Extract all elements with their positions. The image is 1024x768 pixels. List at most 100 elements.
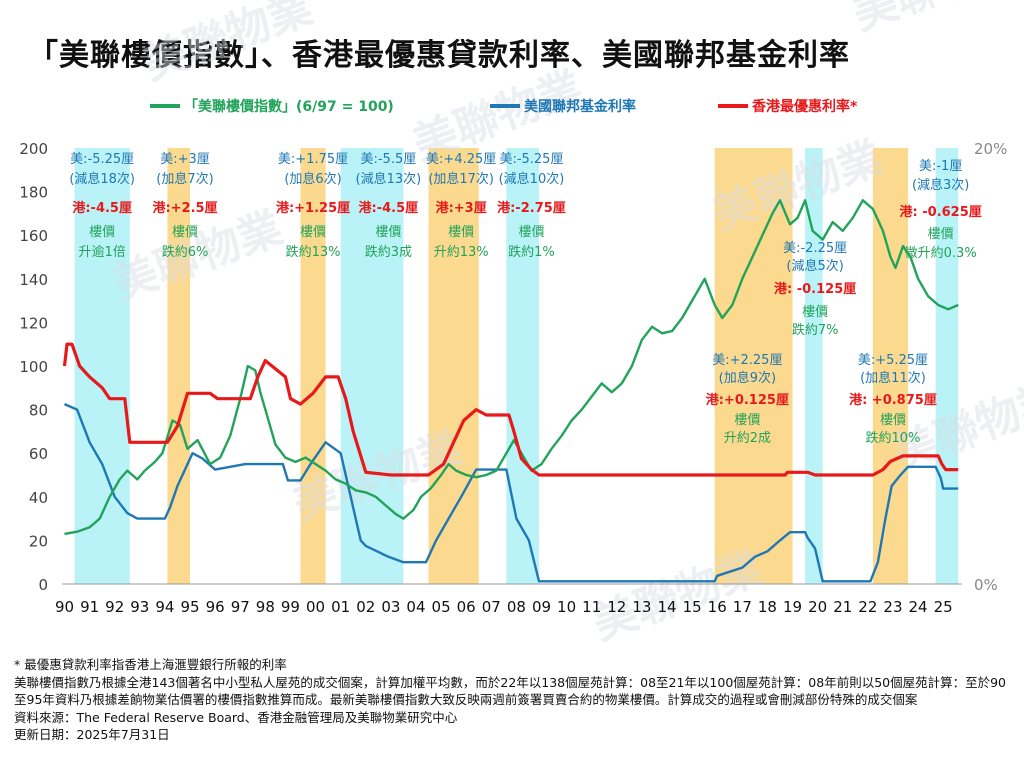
annotation-text: 跌約6% bbox=[162, 244, 209, 260]
series-lines bbox=[62, 199, 959, 583]
annotations: 美:-5.25厘(減息18次)港:-4.5厘樓價升逾1倍美:+3厘(加息7次)港… bbox=[69, 152, 981, 446]
annotation-text: 美:+4.25厘 bbox=[426, 152, 496, 167]
annotation-text: 美:+2.25厘 bbox=[712, 353, 782, 368]
annotation-text: 跌約10% bbox=[866, 430, 921, 446]
annotation-text: 跌約13% bbox=[286, 244, 341, 260]
x-tick-label: 15 bbox=[683, 598, 702, 616]
annotation-text: 升約2成 bbox=[724, 431, 771, 446]
series-line-hk-prime-rate bbox=[62, 342, 959, 477]
footnote-update-date: 更新日期：2025年7月31日 bbox=[14, 727, 170, 742]
page-title: 「美聯樓價指數」、香港最優惠貸款利率、美國聯邦基金利率 bbox=[28, 38, 850, 73]
annotation-text: 跌約7% bbox=[792, 322, 839, 338]
x-tick-label: 24 bbox=[909, 598, 928, 616]
annotation-text: 港:+0.125厘 bbox=[706, 392, 789, 408]
annotation-text: (減息3次) bbox=[912, 177, 969, 193]
rate-hike-band bbox=[714, 148, 793, 584]
annotation-text: 美:+1.75厘 bbox=[278, 152, 348, 167]
annotation-text: (加息9次) bbox=[719, 370, 776, 386]
x-tick-label: 00 bbox=[306, 598, 325, 616]
chart: 美聯物業美聯物業美聯物業美聯物業美聯物業美聯物業美聯物業美聯物業 0204060… bbox=[19, 0, 1024, 650]
legend-property-index: 「美聯樓價指數」(6/97 = 100) bbox=[184, 98, 394, 115]
y-tick-label: 160 bbox=[19, 227, 48, 245]
x-tick-label: 09 bbox=[532, 598, 551, 616]
footnote-source: 資料來源：The Federal Reserve Board、香港金融管理局及美… bbox=[14, 709, 458, 725]
x-tick-label: 94 bbox=[155, 598, 174, 616]
y-tick-label: 60 bbox=[29, 445, 48, 463]
x-tick-label: 97 bbox=[231, 598, 250, 616]
annotation-text: 美:-5.25厘 bbox=[70, 152, 134, 167]
annotation-text: (加息17次) bbox=[428, 171, 494, 187]
x-tick-label: 22 bbox=[858, 598, 877, 616]
annotation-text: 微升約0.3% bbox=[905, 246, 977, 261]
x-tick-label: 01 bbox=[331, 598, 350, 616]
watermark-text: 美聯物業 bbox=[136, 0, 319, 90]
x-tick-label: 10 bbox=[557, 598, 576, 616]
y-tick-label: 100 bbox=[19, 358, 48, 376]
y-tick-label: 180 bbox=[19, 184, 48, 202]
annotation-text: 港: -0.625厘 bbox=[900, 204, 982, 220]
x-tick-label: 25 bbox=[934, 598, 953, 616]
x-tick-label: 06 bbox=[457, 598, 476, 616]
annotation-text: 跌約1% bbox=[508, 244, 555, 260]
annotation-text: 樓價 bbox=[448, 225, 474, 240]
x-tick-label: 93 bbox=[130, 598, 149, 616]
footnote-index-method: 美聯樓價指數乃根據全港143個著名中小型私人屋苑的成交個案，計算加權平均數，而於… bbox=[14, 674, 1007, 708]
annotation-text: 美:-1厘 bbox=[919, 159, 962, 174]
x-tick-label: 91 bbox=[80, 598, 99, 616]
annotation-text: 樓價 bbox=[172, 225, 198, 240]
annotation-text: 樓價 bbox=[802, 305, 828, 320]
x-tick-label: 20 bbox=[808, 598, 827, 616]
x-tick-label: 19 bbox=[783, 598, 802, 616]
x-tick-label: 23 bbox=[883, 598, 902, 616]
annotation-text: 港: +0.875厘 bbox=[849, 392, 937, 408]
annotation-text: 升約13% bbox=[434, 245, 489, 260]
annotation-text: 港:+3厘 bbox=[436, 200, 487, 216]
annotation-text: 樓價 bbox=[89, 225, 115, 240]
annotation-text: 港:+2.5厘 bbox=[152, 200, 217, 216]
x-tick-label: 03 bbox=[381, 598, 400, 616]
x-tick-label: 98 bbox=[256, 598, 275, 616]
annotation-text: 美:+3厘 bbox=[160, 152, 210, 167]
annotation-text: 樓價 bbox=[300, 225, 326, 240]
x-tick-label: 99 bbox=[281, 598, 300, 616]
y-tick-label: 20 bbox=[29, 532, 48, 550]
x-tick-label: 04 bbox=[406, 598, 425, 616]
y-tick-label: 200 bbox=[19, 140, 48, 158]
legend-fed-funds-rate: 美國聯邦基金利率 bbox=[524, 98, 636, 115]
x-tick-label: 90 bbox=[55, 598, 74, 616]
y-tick-label: 140 bbox=[19, 271, 48, 289]
x-tick-label: 14 bbox=[657, 598, 676, 616]
watermark-text: 美聯物業 bbox=[846, 0, 1024, 40]
annotation-text: 樓價 bbox=[518, 225, 544, 240]
legend-hk-prime-rate: 香港最優惠利率* bbox=[751, 98, 858, 115]
annotation-text: (加息6次) bbox=[284, 171, 341, 187]
annotation-text: 樓價 bbox=[734, 413, 760, 428]
annotation-text: 美:-5.25厘 bbox=[499, 152, 563, 167]
annotation-text: 港:-4.5厘 bbox=[72, 200, 132, 216]
x-tick-label: 12 bbox=[607, 598, 626, 616]
annotation-text: 美:-5.5厘 bbox=[360, 152, 416, 167]
rate-hike-band bbox=[300, 148, 326, 584]
annotation-text: 跌約3成 bbox=[365, 244, 412, 260]
x-tick-label: 21 bbox=[833, 598, 852, 616]
x-tick-label: 13 bbox=[632, 598, 651, 616]
rate-cut-band bbox=[935, 148, 959, 584]
annotation-text: (減息18次) bbox=[69, 171, 135, 187]
x-tick-label: 95 bbox=[180, 598, 199, 616]
annotation-text: 美:-2.25厘 bbox=[783, 241, 847, 256]
annotation-text: (減息5次) bbox=[786, 258, 843, 274]
y-tick-label: 120 bbox=[19, 314, 48, 332]
annotation-text: 港: -0.125厘 bbox=[774, 281, 856, 297]
annotation-text: 樓價 bbox=[880, 413, 906, 428]
footnote: * 最優惠貸款利率指香港上海滙豐銀行所報的利率 美聯樓價指數乃根據全港143個著… bbox=[14, 656, 1014, 744]
x-tick-label: 96 bbox=[206, 598, 225, 616]
annotation-text: 美:+5.25厘 bbox=[858, 353, 928, 368]
x-tick-label: 05 bbox=[432, 598, 451, 616]
x-tick-label: 16 bbox=[708, 598, 727, 616]
y2-tick-label: 20% bbox=[974, 140, 1007, 158]
y2-tick-label: 0% bbox=[974, 576, 998, 594]
annotation-text: 升逾1倍 bbox=[79, 245, 126, 260]
series-line-property-index bbox=[64, 199, 959, 536]
x-tick-label: 18 bbox=[758, 598, 777, 616]
annotation-text: (減息10次) bbox=[499, 171, 565, 187]
